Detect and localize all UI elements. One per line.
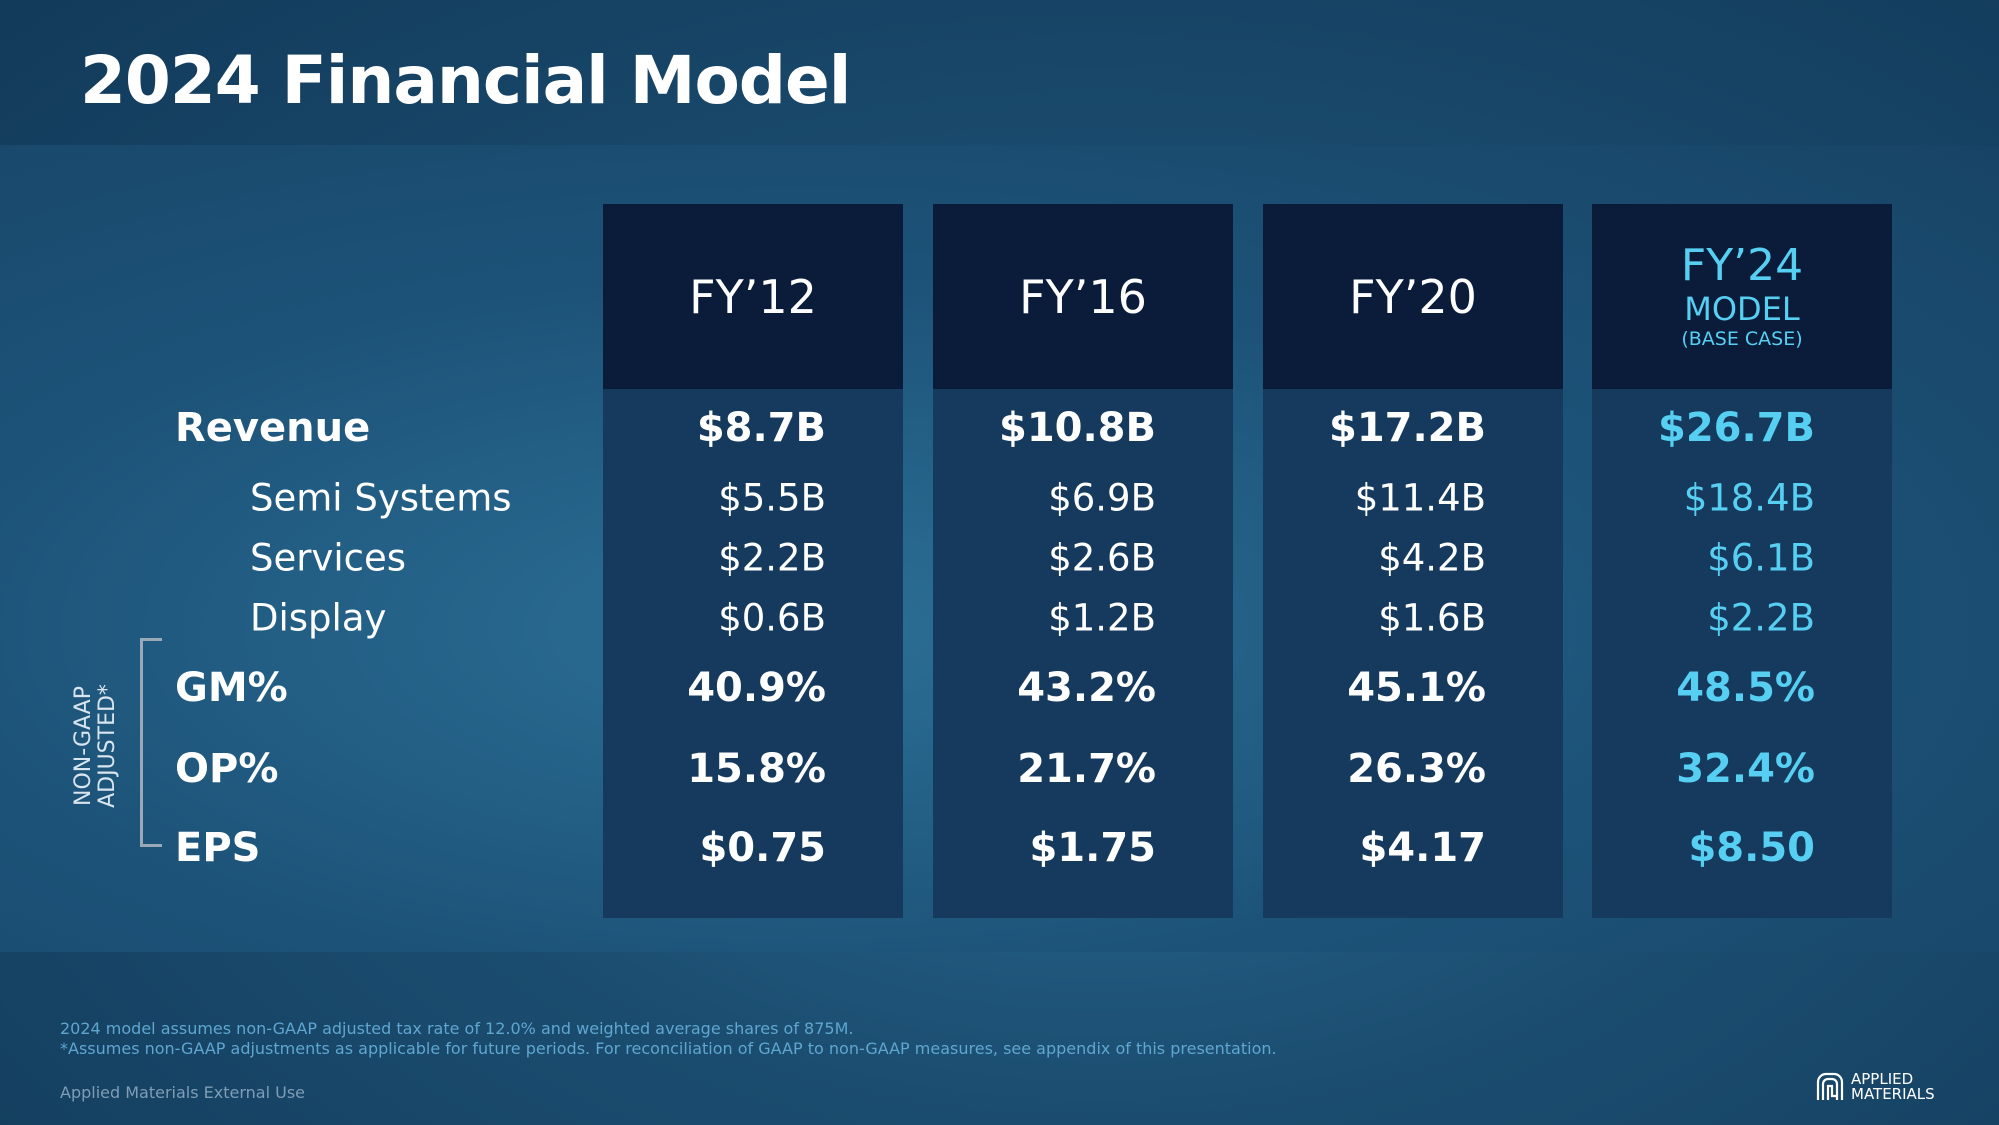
non-gaap-label-line1: NON-GAAP [70, 685, 96, 807]
non-gaap-bracket [140, 638, 162, 847]
table-cell: $0.75 [699, 825, 826, 871]
column-header-label: FY’20 [1349, 269, 1477, 324]
table-cell: $0.6B [718, 596, 826, 640]
applied-materials-logo: APPLIED MATERIALS [1815, 1072, 1935, 1102]
footnote-2: *Assumes non-GAAP adjustments as applica… [60, 1039, 1277, 1058]
page-title: 2024 Financial Model [80, 42, 851, 119]
logo-text-1: APPLIED [1851, 1070, 1914, 1088]
row-label: Display [250, 596, 387, 640]
footnote-1: 2024 model assumes non-GAAP adjusted tax… [60, 1019, 854, 1038]
column-header: FY’20 [1263, 204, 1563, 389]
column-header: FY’12 [603, 204, 903, 389]
row-label: Revenue [175, 405, 371, 451]
column-header: FY’24 MODEL (BASE CASE) [1592, 204, 1892, 389]
logo-text-2: MATERIALS [1851, 1085, 1935, 1103]
table-cell: 26.3% [1347, 746, 1486, 792]
table-cell: $10.8B [998, 405, 1156, 451]
column-header-label: FY’24 [1680, 240, 1804, 292]
column-header-label: FY’16 [1019, 269, 1147, 324]
row-label: GM% [175, 665, 288, 711]
classification-label: Applied Materials External Use [60, 1083, 306, 1102]
table-cell: $2.2B [1707, 596, 1815, 640]
column-3: FY’24 MODEL (BASE CASE) $26.7B $18.4B $6.1B… [1592, 204, 1892, 918]
table-cell: $5.5B [718, 476, 826, 520]
table-cell: 40.9% [687, 665, 826, 711]
table-cell: $17.2B [1328, 405, 1486, 451]
column-header-note: (BASE CASE) [1681, 327, 1803, 350]
table-cell: $18.4B [1683, 476, 1815, 520]
logo-icon [1816, 1072, 1844, 1100]
row-label: Semi Systems [250, 476, 512, 520]
table-cell: $1.75 [1029, 825, 1156, 871]
column-header-label: FY’12 [689, 269, 817, 324]
row-label: OP% [175, 746, 279, 792]
table-cell: 21.7% [1017, 746, 1156, 792]
table-cell: $4.2B [1378, 536, 1486, 580]
table-cell: $6.9B [1048, 476, 1156, 520]
table-cell: $8.7B [696, 405, 826, 451]
table-cell: $1.6B [1378, 596, 1486, 640]
table-cell: 45.1% [1347, 665, 1486, 711]
row-label: EPS [175, 825, 261, 871]
table-cell: 43.2% [1017, 665, 1156, 711]
table-cell: 15.8% [687, 746, 826, 792]
column-header-sub: MODEL [1684, 289, 1800, 328]
column-0: FY’12 $8.7B $5.5B $2.2B $0.6B 40.9% 15.8% $0.7… [603, 204, 903, 918]
table-cell: $2.6B [1048, 536, 1156, 580]
row-label: Services [250, 536, 407, 580]
non-gaap-label-line2: ADJUSTED* [95, 684, 120, 808]
table-cell: $4.17 [1359, 825, 1486, 871]
table-cell: $1.2B [1048, 596, 1156, 640]
table-cell: $11.4B [1354, 476, 1486, 520]
table-cell: 48.5% [1676, 665, 1815, 711]
table-cell: $2.2B [718, 536, 826, 580]
column-2: FY’20 $17.2B $11.4B $4.2B $1.6B 45.1% 26.3% $4… [1263, 204, 1563, 918]
column-1: FY’16 $10.8B $6.9B $2.6B $1.2B 43.2% 21.7% $1.… [933, 204, 1233, 918]
non-gaap-label: NON-GAAP ADJUSTED* [70, 684, 120, 808]
table-cell: $26.7B [1657, 405, 1815, 451]
table-cell: $6.1B [1707, 536, 1815, 580]
table-cell: 32.4% [1676, 746, 1815, 792]
column-header: FY’16 [933, 204, 1233, 389]
table-cell: $8.50 [1688, 825, 1815, 871]
